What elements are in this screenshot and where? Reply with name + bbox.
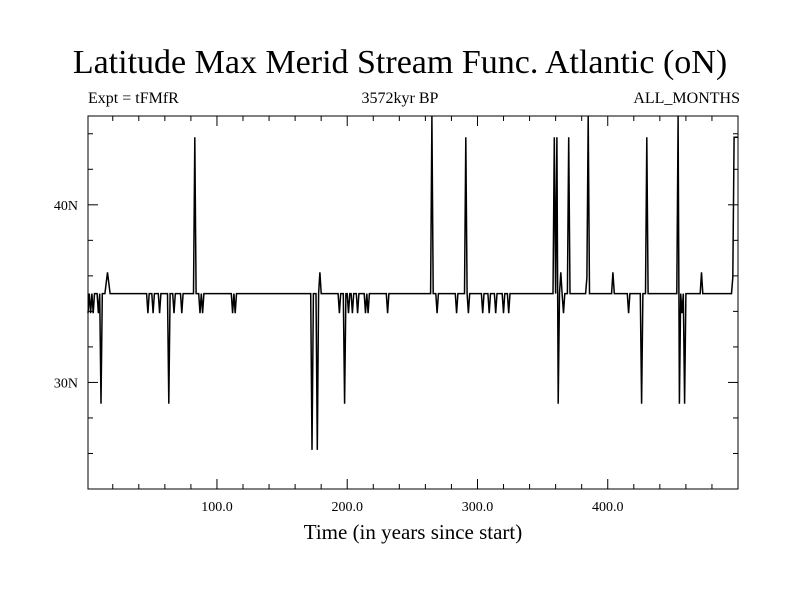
time-label: 3572kyr BP — [361, 90, 439, 107]
plot-frame — [87, 115, 739, 490]
chart-title: Latitude Max Merid Stream Func. Atlantic… — [72, 44, 728, 81]
y-tick-label: 40N — [54, 199, 78, 214]
ticks-layer: 100.0 200.0 300.0 400.0 30N 40N — [54, 116, 738, 515]
series-line — [87, 115, 738, 450]
experiment-label: Expt = tFMfR — [88, 90, 179, 107]
x-tick-label: 200.0 — [331, 500, 363, 515]
x-tick-label: 300.0 — [462, 500, 494, 515]
x-tick-label: 100.0 — [201, 500, 233, 515]
series-layer — [87, 115, 738, 450]
months-label: ALL_MONTHS — [633, 90, 740, 107]
x-axis-label: Time (in years since start) — [303, 520, 523, 544]
y-tick-label: 30N — [54, 376, 78, 391]
x-tick-label: 400.0 — [592, 500, 624, 515]
